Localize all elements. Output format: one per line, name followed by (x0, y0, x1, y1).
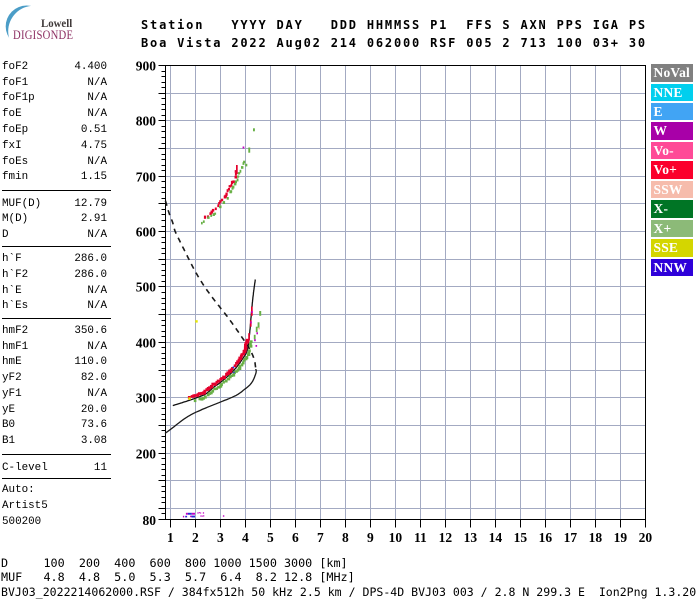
svg-text:13: 13 (464, 530, 478, 545)
svg-text:18: 18 (589, 530, 603, 545)
svg-text:80: 80 (143, 513, 157, 528)
svg-text:5: 5 (267, 530, 274, 545)
svg-text:19: 19 (614, 530, 628, 545)
svg-text:300: 300 (136, 390, 157, 405)
svg-text:17: 17 (564, 530, 578, 545)
svg-text:11: 11 (414, 530, 427, 545)
svg-text:10: 10 (389, 530, 403, 545)
svg-text:6: 6 (292, 530, 299, 545)
svg-text:8: 8 (342, 530, 349, 545)
svg-text:16: 16 (539, 530, 553, 545)
svg-text:14: 14 (489, 530, 503, 545)
svg-text:15: 15 (514, 530, 528, 545)
svg-text:7: 7 (317, 530, 324, 545)
svg-text:900: 900 (136, 58, 157, 73)
svg-text:200: 200 (136, 446, 157, 461)
svg-text:12: 12 (439, 530, 453, 545)
svg-text:500: 500 (136, 279, 157, 294)
svg-text:2: 2 (192, 530, 199, 545)
svg-text:700: 700 (136, 169, 157, 184)
svg-text:3: 3 (217, 530, 224, 545)
svg-text:9: 9 (367, 530, 374, 545)
svg-text:600: 600 (136, 224, 157, 239)
svg-text:1: 1 (167, 530, 174, 545)
svg-text:4: 4 (242, 530, 249, 545)
svg-text:800: 800 (136, 113, 157, 128)
svg-text:400: 400 (136, 335, 157, 350)
svg-text:20: 20 (639, 530, 653, 545)
